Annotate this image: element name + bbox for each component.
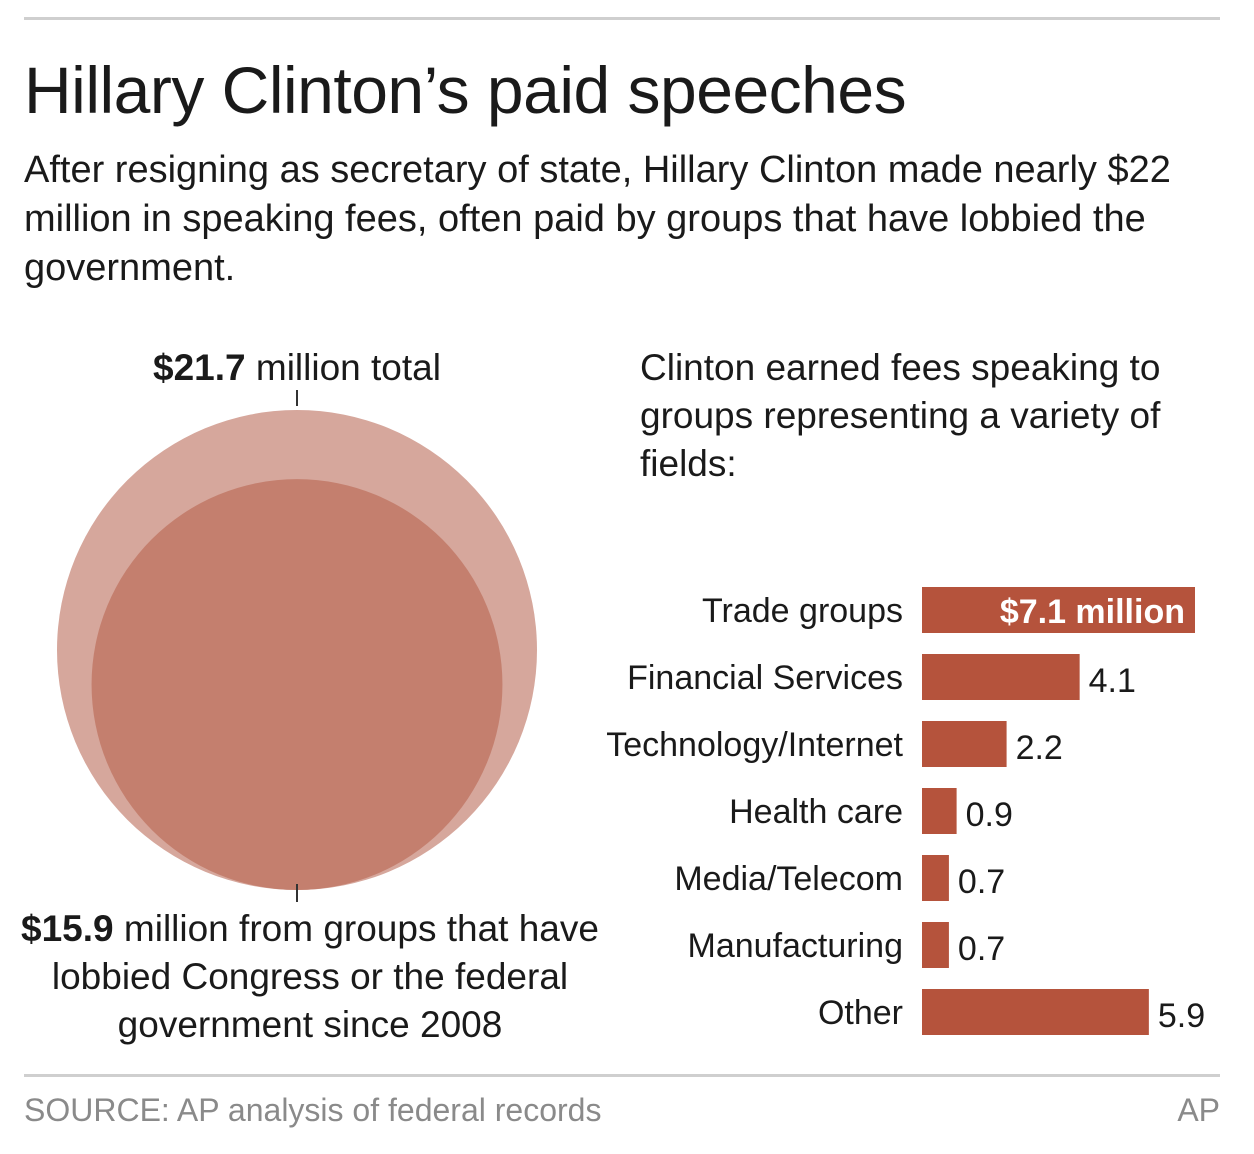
bar	[922, 587, 1195, 633]
bar-category-label: Media/Telecom	[674, 860, 903, 898]
bar-category-label: Financial Services	[627, 659, 903, 697]
bar	[922, 721, 1007, 767]
total-text: million total	[245, 347, 441, 388]
bar-value-label: 2.2	[1016, 729, 1063, 767]
bar	[922, 654, 1080, 700]
total-label: $21.7 million total	[0, 344, 594, 392]
source-note: SOURCE: AP analysis of federal records	[24, 1092, 602, 1128]
bar	[922, 855, 949, 901]
bar-value-label: 0.7	[958, 863, 1005, 901]
bar-intro: Clinton earned fees speaking to groups r…	[640, 347, 1161, 484]
bar	[922, 922, 949, 968]
lobby-label: $15.9 million from groups that have lobb…	[0, 905, 620, 1049]
top-rule	[24, 17, 1220, 20]
bar-value-label: $7.1 million	[1000, 593, 1185, 631]
bar-value-label: 0.7	[958, 930, 1005, 968]
credit: AP	[1177, 1092, 1220, 1128]
bar-category-label: Manufacturing	[688, 927, 903, 965]
bottom-rule	[24, 1074, 1220, 1077]
bar	[922, 788, 957, 834]
bar-value-label: 0.9	[966, 796, 1013, 834]
bar-value-label: 4.1	[1089, 662, 1136, 700]
total-value: $21.7	[153, 347, 246, 388]
bar-category-label: Other	[818, 994, 903, 1032]
bar-value-label: 5.9	[1158, 997, 1205, 1035]
bar	[922, 989, 1149, 1035]
lobby-bubble	[91, 479, 503, 890]
bar-category-label: Health care	[729, 793, 903, 831]
chart-title: Hillary Clinton’s paid speeches	[24, 53, 907, 127]
chart-subtitle: After resigning as secretary of state, H…	[24, 149, 1171, 289]
lobby-text: million from groups that have lobbied Co…	[51, 908, 599, 1045]
bar-category-label: Trade groups	[702, 592, 903, 630]
bar-category-label: Technology/Internet	[606, 726, 903, 764]
lobby-value: $15.9	[21, 908, 114, 949]
